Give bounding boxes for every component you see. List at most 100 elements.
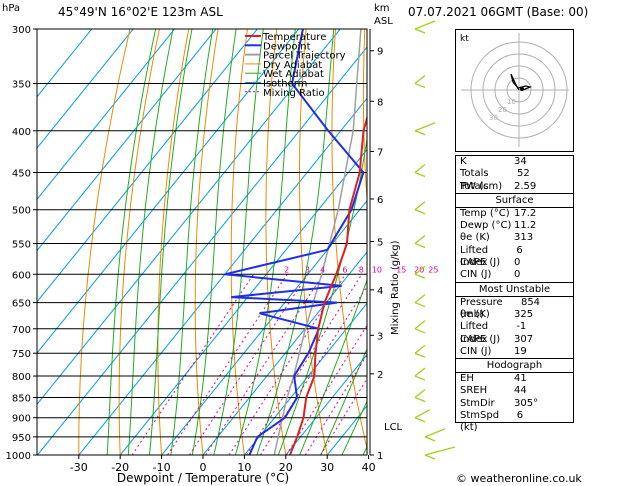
surface-title: Surface <box>456 194 573 208</box>
hodograph-ring-label: 30 <box>489 114 498 122</box>
most-unstable-value: 854 <box>520 296 541 308</box>
plot-frame <box>36 28 368 456</box>
temperature-tick-label: -30 <box>70 461 88 474</box>
wind-barb-staff <box>414 265 426 275</box>
index-value: 52 <box>517 168 530 180</box>
pressure-tick-label: 750 <box>12 349 31 360</box>
pressure-tick-label: 550 <box>12 239 31 250</box>
wind-barb-flag <box>424 436 436 442</box>
surface-value: 17.2 <box>514 207 537 219</box>
hodograph-stat-value: 305° <box>514 397 539 409</box>
hodograph-stat-row: SREH 44 <box>456 385 573 397</box>
hodograph-ring-label: 10 <box>507 98 516 106</box>
surface-row: θe (K) 313 <box>456 232 573 244</box>
wind-barb-flag <box>414 242 426 249</box>
hodograph-stat-value: 44 <box>514 385 527 397</box>
most-unstable-value: 325 <box>514 308 534 320</box>
mixing-ratio-tick-label: 2 <box>284 265 289 274</box>
most-unstable-row: θe (K) 325 <box>456 309 573 321</box>
most-unstable-row: Pressure (mb) 854 <box>456 296 573 320</box>
dry-adiabat-line <box>394 0 457 472</box>
wind-barb-flag <box>414 130 426 136</box>
isotherm-line <box>37 29 259 303</box>
wind-barb-flag <box>414 209 426 215</box>
pressure-tick-label: 1000 <box>6 451 31 462</box>
surface-row: CAPE (J) 0 <box>456 257 573 269</box>
mixing-ratio-labels: 2 3 4 6 8 10 15 20 25 <box>284 265 438 274</box>
wind-barb-flag <box>424 454 436 460</box>
mixing-ratio-tick-label: 3 <box>305 265 310 274</box>
wind-barb-flag <box>414 352 426 358</box>
mixing-ratio-axis-title: Mixing Ratio (g/kg) <box>390 240 401 335</box>
sounding-profiles <box>224 29 367 455</box>
surface-value: 0 <box>514 269 521 281</box>
wind-barb-staff <box>414 75 426 85</box>
wind-barb-flag <box>414 171 426 178</box>
wind-barb <box>414 320 426 334</box>
index-label: PW (cm) <box>460 180 503 192</box>
hodograph-stat-label: StmDir <box>460 397 495 409</box>
temperature-tick-label: -10 <box>153 461 171 474</box>
temperature-tick-label: -20 <box>111 461 129 474</box>
most-unstable-value: 19 <box>514 345 527 357</box>
asl-unit-label: ASL <box>374 16 393 27</box>
surface-label: CIN (J) <box>460 269 492 281</box>
wind-barb-flag <box>414 28 426 34</box>
legend-entry: Isotherm <box>263 79 307 90</box>
isotherm-line <box>37 29 176 201</box>
wind-barb-flag <box>414 375 426 381</box>
index-value: 2.59 <box>514 180 537 192</box>
most-unstable-title: Most Unstable <box>456 283 573 297</box>
index-value: 34 <box>514 156 527 167</box>
wind-barb-staff <box>414 122 436 132</box>
most-unstable-row: CIN (J) 19 <box>456 346 573 358</box>
wind-barb-flag <box>414 82 426 89</box>
wind-barb-staff <box>414 20 436 30</box>
mixing-ratio-line <box>246 274 363 455</box>
wind-barb <box>414 20 436 34</box>
wind-barb-staff <box>414 367 426 377</box>
hodograph-stat-row: EH 41 <box>456 373 573 385</box>
temperature-line <box>288 114 367 455</box>
wet-adiabat-line <box>320 347 367 455</box>
wind-barb-staff <box>424 446 456 456</box>
most-unstable-label: CIN (J) <box>460 345 492 357</box>
wind-barb <box>414 265 426 279</box>
wind-barb-staff <box>424 428 446 438</box>
wind-barb-flag <box>414 273 426 279</box>
wind-barb-flag <box>414 417 426 423</box>
wind-barb <box>414 344 426 358</box>
surface-value: 0 <box>514 257 521 269</box>
most-unstable-label: CAPE (J) <box>460 333 501 345</box>
isotherm-line <box>37 46 367 455</box>
isotherm-line <box>37 29 217 252</box>
legend-entry: Dry Adiabat <box>263 60 322 71</box>
isotherm-line <box>202 251 367 455</box>
wind-barb-staff <box>414 163 426 173</box>
altitude-tick-label: 5 <box>377 238 383 249</box>
surface-box: Temp (°C) 17.2 Dewp (°C) 11.2 θe (K) 313 Lifte… <box>456 208 573 283</box>
wet-adiabat-line <box>341 400 367 455</box>
hodograph-stat-label: SREH <box>460 385 488 397</box>
pressure-tick-label: 600 <box>12 270 31 281</box>
isotherm-line <box>285 353 367 455</box>
wind-barb <box>414 409 431 423</box>
isotherm-line <box>78 97 367 455</box>
surface-value: 6 <box>516 244 523 256</box>
pressure-tick-label: 500 <box>12 206 31 217</box>
hodograph-stat-value: 41 <box>514 373 527 385</box>
dry-adiabat-line <box>620 0 629 472</box>
mixing-ratio-tick-label: 4 <box>320 265 325 274</box>
index-row: PW (cm) 2.59 <box>456 181 573 193</box>
most-unstable-box: Pressure (mb) 854 θe (K) 325 Lifted Index -1 C… <box>456 296 573 360</box>
wind-barb-staff <box>414 201 426 211</box>
mixing-ratio-line <box>320 377 367 455</box>
pressure-tick-label: 950 <box>12 433 31 444</box>
wind-barbs <box>414 20 456 460</box>
wind-barb <box>414 201 426 215</box>
pressure-tick-label: 450 <box>12 168 31 179</box>
dry-adiabat-line <box>362 29 367 206</box>
wind-barb-staff <box>414 409 431 419</box>
surface-row: Lifted Index 6 <box>456 244 573 268</box>
